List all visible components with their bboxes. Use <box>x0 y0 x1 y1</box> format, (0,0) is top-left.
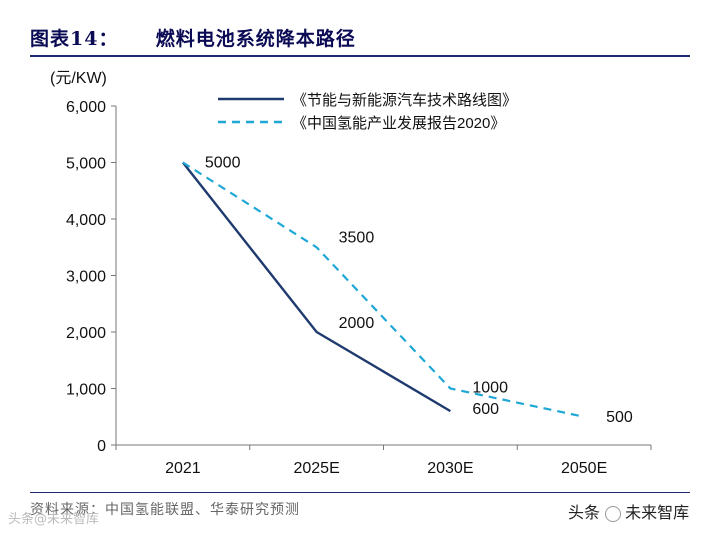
series-line-1 <box>181 161 452 413</box>
footer-divider <box>30 492 690 493</box>
watermark-logo-icon <box>605 505 622 522</box>
y-tick-label: 0 <box>97 438 106 455</box>
y-tick-label: 2,000 <box>66 325 106 342</box>
y-tick-label: 3,000 <box>66 269 106 286</box>
data-label: 500 <box>606 409 633 426</box>
watermark-right-prefix: 头条 <box>568 503 601 522</box>
x-tick-label: 2050E <box>561 460 607 477</box>
x-tick-label: 2025E <box>293 460 339 477</box>
data-label: 600 <box>472 401 499 418</box>
data-label: 3500 <box>339 229 375 246</box>
y-tick-label: 4,000 <box>66 212 106 229</box>
data-label: 2000 <box>339 315 375 332</box>
legend-label-2: 《中国氢能产业发展报告2020》 <box>292 115 505 132</box>
data-label: 1000 <box>472 380 508 397</box>
figure-title-text: 燃料电池系统降本路径 <box>155 28 356 50</box>
figure-label: 图表14： <box>30 28 119 50</box>
figure-title: 图表14： 燃料电池系统降本路径 <box>30 24 356 51</box>
source-note: 资料来源：中国氢能联盟、华泰研究预测 <box>30 502 300 518</box>
watermark-left: 头条@未来智库 <box>8 512 100 527</box>
series-line-2 <box>182 161 585 418</box>
watermark-right-text: 未来智库 <box>625 503 690 522</box>
y-axis-label: (元/KW) <box>50 70 107 87</box>
legend-label-1: 《节能与新能源汽车技术路线图》 <box>292 92 517 109</box>
watermark-right: 头条 未来智库 <box>568 499 689 523</box>
x-tick-label: 2021 <box>165 460 201 477</box>
x-tick-label: 2030E <box>427 460 473 477</box>
y-tick-label: 5,000 <box>66 156 106 173</box>
data-label: 5000 <box>205 155 241 172</box>
y-tick-label: 6,000 <box>66 99 106 116</box>
title-divider <box>30 55 690 57</box>
y-tick-label: 1,000 <box>66 382 106 399</box>
